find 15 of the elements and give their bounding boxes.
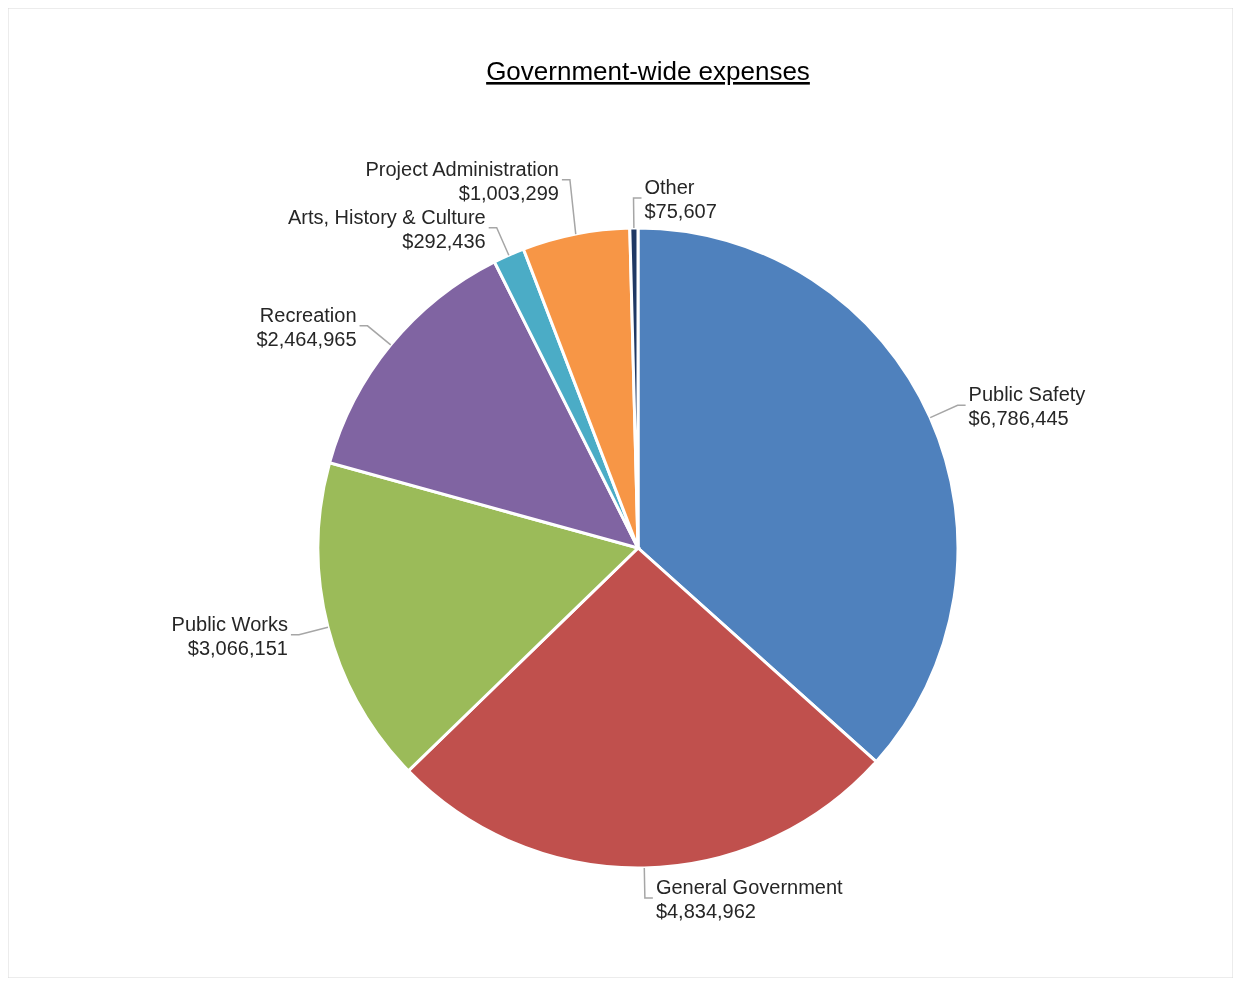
data-label: $75,607 bbox=[644, 200, 717, 223]
data-label: $3,066,151 bbox=[187, 636, 288, 659]
data-label: $2,464,965 bbox=[256, 327, 357, 350]
slice-label: Public Safety bbox=[968, 383, 1086, 406]
data-label: $292,436 bbox=[402, 229, 486, 252]
data-label: $1,003,299 bbox=[458, 181, 559, 204]
slice-label: Arts, History & Culture bbox=[287, 205, 486, 228]
slice-label: General Government bbox=[655, 875, 844, 898]
data-label: $4,834,962 bbox=[655, 899, 756, 922]
slice-label: Public Works bbox=[171, 612, 288, 635]
slice-label: Project Administration bbox=[365, 157, 559, 180]
data-label: $6,786,445 bbox=[968, 407, 1069, 430]
slice-label: Recreation bbox=[259, 303, 357, 326]
chart-title: Government-wide expenses bbox=[486, 56, 810, 86]
slice-label: Other bbox=[644, 176, 695, 199]
